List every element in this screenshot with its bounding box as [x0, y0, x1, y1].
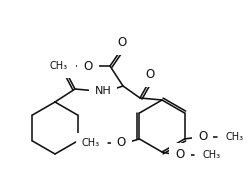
Text: O: O — [145, 69, 154, 82]
Text: O: O — [116, 137, 126, 150]
Text: CH₃: CH₃ — [202, 150, 220, 160]
Text: CH₃: CH₃ — [224, 132, 243, 142]
Text: NH: NH — [94, 86, 111, 96]
Text: O: O — [175, 148, 184, 162]
Text: O: O — [83, 60, 92, 73]
Text: CH₃: CH₃ — [81, 138, 99, 148]
Text: O: O — [197, 130, 206, 143]
Text: O: O — [117, 36, 126, 49]
Text: O: O — [60, 60, 69, 73]
Text: CH₃: CH₃ — [50, 61, 68, 71]
